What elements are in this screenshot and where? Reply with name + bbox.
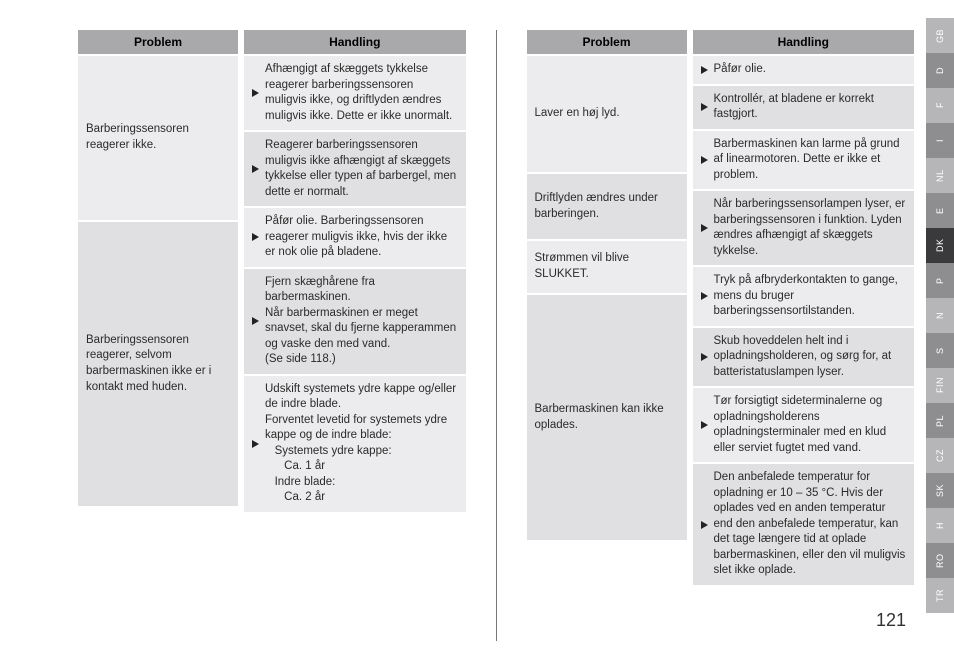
triangle-bullet-icon — [252, 317, 259, 325]
lang-tab-sk[interactable]: SK — [926, 473, 954, 508]
handling-cell: Udskift systemets ydre kappe og/eller de… — [244, 376, 466, 512]
triangle-bullet-icon — [701, 224, 708, 232]
handling-text: Påfør olie. Barberingssensoren reagerer … — [265, 214, 458, 261]
problem-cell: Barbermaskinen kan ikke oplades. — [527, 295, 687, 540]
handling-cell: Tør forsigtigt sideterminalerne og oplad… — [693, 388, 915, 462]
right-handling-column: Handling Påfør olie. Kontrollér, at blade… — [693, 30, 915, 641]
language-tabs: GBDFINLEDKPNSFINPLCZSKHROTR — [926, 18, 954, 613]
lang-tab-nl[interactable]: NL — [926, 158, 954, 193]
triangle-bullet-icon — [252, 440, 259, 448]
lang-tab-f[interactable]: F — [926, 88, 954, 123]
handling-cell: Tryk på afbryderkontakten to gange, mens… — [693, 267, 915, 326]
page-content: Problem Barberingssensoren reagerer ikke… — [0, 0, 954, 671]
problem-cell: Barberingssensoren reagerer, selvom barb… — [78, 222, 238, 506]
lang-tab-fin[interactable]: FIN — [926, 368, 954, 403]
handling-text: Tryk på afbryderkontakten to gange, mens… — [714, 273, 907, 320]
lang-tab-dk[interactable]: DK — [926, 228, 954, 263]
triangle-bullet-icon — [701, 66, 708, 74]
triangle-bullet-icon — [701, 353, 708, 361]
lang-tab-pl[interactable]: PL — [926, 403, 954, 438]
right-handling-header: Handling — [693, 30, 915, 54]
lang-tab-i[interactable]: I — [926, 123, 954, 158]
problem-cell: Strømmen vil blive SLUKKET. — [527, 241, 687, 293]
handling-cell: Skub hoveddelen helt ind i opladningshol… — [693, 328, 915, 387]
lang-tab-h[interactable]: H — [926, 508, 954, 543]
handling-text: Kontrollér, at bladene er korrekt fastgj… — [714, 92, 907, 123]
problem-cell: Driftlyden ændres under barberingen. — [527, 174, 687, 239]
triangle-bullet-icon — [701, 103, 708, 111]
handling-cell: Fjern skæghårene fra barbermaskinen. Når… — [244, 269, 466, 374]
lang-tab-gb[interactable]: GB — [926, 18, 954, 53]
handling-text: Tør forsigtigt sideterminalerne og oplad… — [714, 394, 907, 456]
lang-tab-cz[interactable]: CZ — [926, 438, 954, 473]
handling-text: Afhængigt af skæggets tykkelse reagerer … — [265, 62, 458, 124]
problem-cell: Laver en høj lyd. — [527, 56, 687, 172]
handling-text: Fjern skæghårene fra barbermaskinen. Når… — [265, 275, 458, 368]
right-problem-column: Problem Laver en høj lyd.Driftlyden ændr… — [527, 30, 687, 641]
handling-text: Udskift systemets ydre kappe og/eller de… — [265, 382, 458, 506]
handling-text: Påfør olie. — [714, 62, 907, 78]
page-number: 121 — [876, 610, 906, 631]
triangle-bullet-icon — [701, 292, 708, 300]
left-handling-header: Handling — [244, 30, 466, 54]
column-divider — [496, 30, 497, 641]
lang-tab-s[interactable]: S — [926, 333, 954, 368]
handling-cell: Påfør olie. — [693, 56, 915, 84]
handling-cell: Reagerer barberingssensoren muligvis ikk… — [244, 132, 466, 206]
triangle-bullet-icon — [252, 165, 259, 173]
handling-text: Den anbefalede temperatur for opladning … — [714, 470, 907, 579]
handling-cell: Den anbefalede temperatur for opladning … — [693, 464, 915, 585]
handling-text: Når barberingssensorlampen lyser, er bar… — [714, 197, 907, 259]
handling-cell: Barbermaskinen kan larme på grund af lin… — [693, 131, 915, 190]
lang-tab-d[interactable]: D — [926, 53, 954, 88]
lang-tab-p[interactable]: P — [926, 263, 954, 298]
left-problem-header: Problem — [78, 30, 238, 54]
left-handling-column: Handling Afhængigt af skæggets tykkelse … — [244, 30, 466, 641]
triangle-bullet-icon — [701, 156, 708, 164]
right-table: Problem Laver en høj lyd.Driftlyden ændr… — [527, 30, 915, 641]
lang-tab-ro[interactable]: RO — [926, 543, 954, 578]
handling-text: Reagerer barberingssensoren muligvis ikk… — [265, 138, 458, 200]
handling-cell: Kontrollér, at bladene er korrekt fastgj… — [693, 86, 915, 129]
lang-tab-n[interactable]: N — [926, 298, 954, 333]
left-problem-column: Problem Barberingssensoren reagerer ikke… — [78, 30, 238, 641]
handling-cell: Afhængigt af skæggets tykkelse reagerer … — [244, 56, 466, 130]
problem-cell: Barberingssensoren reagerer ikke. — [78, 56, 238, 220]
right-problem-header: Problem — [527, 30, 687, 54]
handling-cell: Når barberingssensorlampen lyser, er bar… — [693, 191, 915, 265]
lang-tab-e[interactable]: E — [926, 193, 954, 228]
lang-tab-tr[interactable]: TR — [926, 578, 954, 613]
handling-text: Skub hoveddelen helt ind i opladningshol… — [714, 334, 907, 381]
triangle-bullet-icon — [252, 89, 259, 97]
triangle-bullet-icon — [701, 521, 708, 529]
handling-text: Barbermaskinen kan larme på grund af lin… — [714, 137, 907, 184]
left-table: Problem Barberingssensoren reagerer ikke… — [78, 30, 466, 641]
handling-cell: Påfør olie. Barberingssensoren reagerer … — [244, 208, 466, 267]
triangle-bullet-icon — [701, 421, 708, 429]
triangle-bullet-icon — [252, 233, 259, 241]
